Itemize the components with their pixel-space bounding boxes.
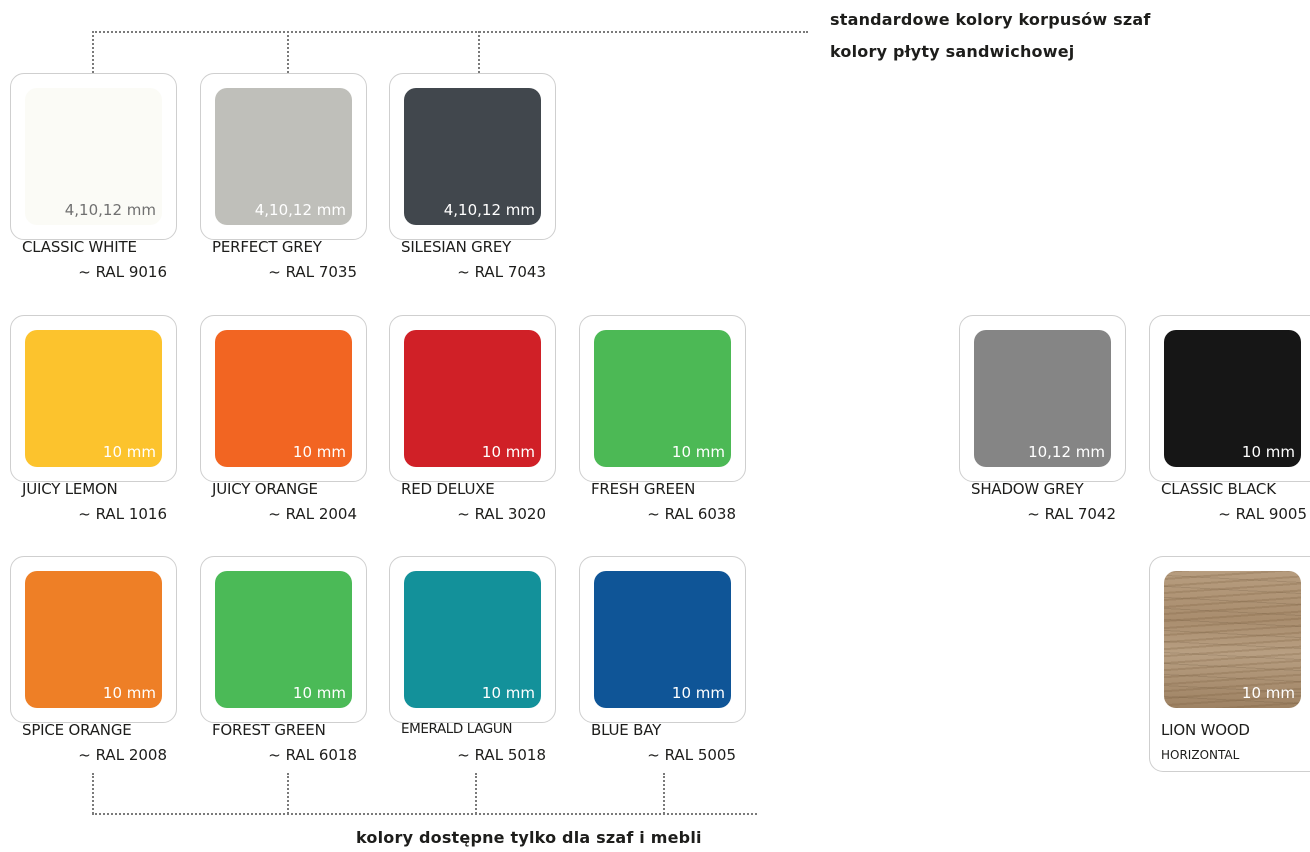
ral-code: ~ RAL 7042 — [1027, 505, 1116, 523]
thickness-label: 10 mm — [1241, 443, 1295, 461]
ral-code: ~ RAL 7043 — [457, 263, 546, 281]
color-name: FOREST GREEN — [212, 721, 326, 739]
color-card-classic-black[interactable]: 10 mm CLASSIC BLACK ~ RAL 9005 — [1149, 315, 1310, 523]
thickness-label: 10 mm — [1241, 684, 1295, 702]
color-card-spice-orange[interactable]: 10 mm SPICE ORANGE ~ RAL 2008 — [10, 556, 177, 764]
color-card-perfect-grey[interactable]: 4,10,12 mm PERFECT GREY ~ RAL 7035 — [200, 73, 367, 281]
color-swatch: 4,10,12 mm — [404, 88, 541, 225]
color-card-fresh-green[interactable]: 10 mm FRESH GREEN ~ RAL 6038 — [579, 315, 746, 523]
color-name: FRESH GREEN — [591, 480, 696, 498]
color-name: EMERALD LAGUN — [401, 721, 513, 737]
top-connector-drop-2 — [287, 31, 289, 73]
color-swatch: 10 mm — [215, 330, 352, 467]
thickness-label: 4,10,12 mm — [64, 201, 156, 219]
color-swatch: 10 mm — [404, 330, 541, 467]
color-card-juicy-orange[interactable]: 10 mm JUICY ORANGE ~ RAL 2004 — [200, 315, 367, 523]
color-swatch: 4,10,12 mm — [215, 88, 352, 225]
bottom-connector-rise-4 — [663, 773, 665, 814]
thickness-label: 10 mm — [671, 443, 725, 461]
color-name: JUICY LEMON — [22, 480, 118, 498]
ral-code: ~ RAL 7035 — [268, 263, 357, 281]
legend-cabinet-only-colors: kolory dostępne tylko dla szaf i mebli — [356, 828, 702, 847]
thickness-label: 10 mm — [292, 443, 346, 461]
legend-sandwich-colors: kolory płyty sandwichowej — [830, 42, 1075, 61]
color-name: PERFECT GREY — [212, 238, 322, 256]
color-name: JUICY ORANGE — [212, 480, 318, 498]
color-swatch: 10 mm — [594, 330, 731, 467]
thickness-label: 4,10,12 mm — [443, 201, 535, 219]
color-swatch: 10 mm — [1164, 330, 1301, 467]
color-name: CLASSIC BLACK — [1161, 480, 1276, 498]
ral-code: ~ RAL 1016 — [78, 505, 167, 523]
orientation-label: HORIZONTAL — [1161, 748, 1240, 762]
color-card-juicy-lemon[interactable]: 10 mm JUICY LEMON ~ RAL 1016 — [10, 315, 177, 523]
color-swatch: 4,10,12 mm — [25, 88, 162, 225]
ral-code: ~ RAL 2008 — [78, 746, 167, 764]
ral-code: ~ RAL 3020 — [457, 505, 546, 523]
wood-texture-swatch: 10 mm — [1164, 571, 1301, 708]
color-card-red-deluxe[interactable]: 10 mm RED DELUXE ~ RAL 3020 — [389, 315, 556, 523]
color-swatch: 10 mm — [594, 571, 731, 708]
color-swatch: 10 mm — [25, 571, 162, 708]
thickness-label: 10 mm — [481, 443, 535, 461]
thickness-label: 10 mm — [102, 443, 156, 461]
ral-code: ~ RAL 5005 — [647, 746, 736, 764]
color-name: SPICE ORANGE — [22, 721, 132, 739]
bottom-connector-line — [92, 813, 757, 815]
color-swatch: 10 mm — [404, 571, 541, 708]
thickness-label: 4,10,12 mm — [254, 201, 346, 219]
color-card-blue-bay[interactable]: 10 mm BLUE BAY ~ RAL 5005 — [579, 556, 746, 764]
top-connector-line — [92, 31, 808, 33]
color-card-shadow-grey[interactable]: 10,12 mm SHADOW GREY ~ RAL 7042 — [959, 315, 1126, 523]
ral-code: ~ RAL 9016 — [78, 263, 167, 281]
legend-standard-colors: standardowe kolory korpusów szaf — [830, 10, 1151, 29]
ral-code: ~ RAL 6038 — [647, 505, 736, 523]
color-name: BLUE BAY — [591, 721, 662, 739]
ral-code: ~ RAL 5018 — [457, 746, 546, 764]
color-card-emerald-lagun[interactable]: 10 mm EMERALD LAGUN ~ RAL 5018 — [389, 556, 556, 764]
color-name: RED DELUXE — [401, 480, 495, 498]
top-connector-drop-1 — [92, 31, 94, 73]
ral-code: ~ RAL 9005 — [1218, 505, 1307, 523]
thickness-label: 10,12 mm — [1028, 443, 1105, 461]
color-name: CLASSIC WHITE — [22, 238, 137, 256]
color-swatch: 10 mm — [215, 571, 352, 708]
ral-code: ~ RAL 2004 — [268, 505, 357, 523]
top-connector-drop-3 — [478, 31, 480, 73]
color-swatch: 10,12 mm — [974, 330, 1111, 467]
color-name: SHADOW GREY — [971, 480, 1084, 498]
bottom-connector-rise-1 — [92, 773, 94, 814]
thickness-label: 10 mm — [671, 684, 725, 702]
bottom-connector-rise-2 — [287, 773, 289, 814]
thickness-label: 10 mm — [292, 684, 346, 702]
color-name: SILESIAN GREY — [401, 238, 512, 256]
thickness-label: 10 mm — [481, 684, 535, 702]
color-name: LION WOOD — [1161, 721, 1250, 739]
color-card-lion-wood[interactable]: 10 mm LION WOOD HORIZONTAL — [1149, 556, 1310, 772]
color-card-classic-white[interactable]: 4,10,12 mm CLASSIC WHITE ~ RAL 9016 — [10, 73, 177, 281]
thickness-label: 10 mm — [102, 684, 156, 702]
ral-code: ~ RAL 6018 — [268, 746, 357, 764]
bottom-connector-rise-3 — [475, 773, 477, 814]
color-card-forest-green[interactable]: 10 mm FOREST GREEN ~ RAL 6018 — [200, 556, 367, 764]
color-swatch: 10 mm — [25, 330, 162, 467]
color-card-silesian-grey[interactable]: 4,10,12 mm SILESIAN GREY ~ RAL 7043 — [389, 73, 556, 281]
